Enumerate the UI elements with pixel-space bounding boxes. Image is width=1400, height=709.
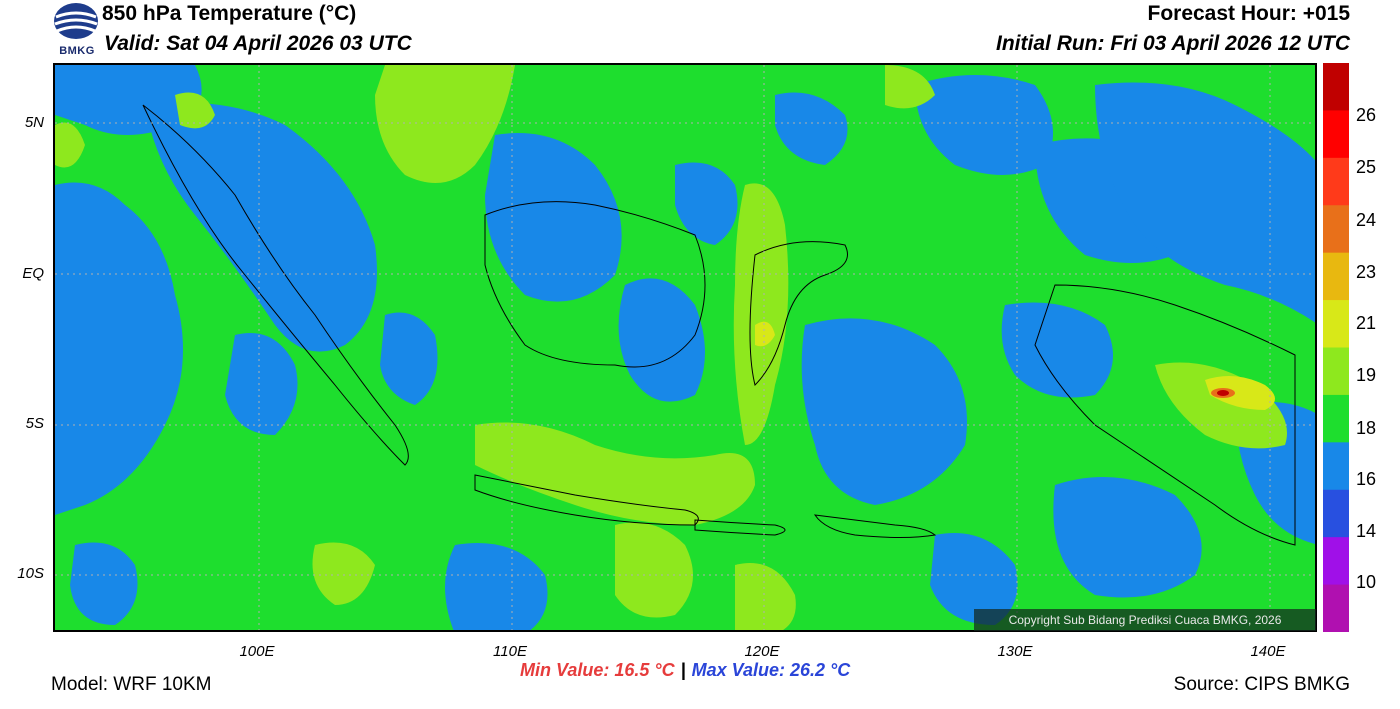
lon-label-100e: 100E [239, 643, 275, 660]
model-label: Model: WRF 10KM [51, 674, 212, 695]
colorbar-swatch [1323, 442, 1349, 491]
colorbar-label-16: 16 [1356, 469, 1377, 489]
colorbar-label-25: 25 [1356, 157, 1377, 177]
lat-label-10s: 10S [17, 565, 44, 582]
colorbar [1323, 63, 1349, 633]
forecast-hour: Forecast Hour: +015 [1147, 2, 1351, 25]
colorbar-swatch [1323, 252, 1349, 301]
max-value: Max Value: 26.2 °C [691, 660, 851, 680]
colorbar-swatch [1323, 489, 1349, 538]
graticule [55, 65, 1315, 630]
lon-label-110e: 110E [493, 643, 527, 660]
peak-patch [1211, 388, 1235, 398]
colorbar-label-19: 19 [1356, 365, 1377, 385]
colorbar-swatch [1323, 347, 1349, 396]
initial-run: Initial Run: Fri 03 April 2026 12 UTC [996, 32, 1350, 55]
colorbar-label-26: 26 [1356, 105, 1377, 125]
colorbar-label-24: 24 [1356, 210, 1377, 230]
colorbar-label-14: 14 [1356, 521, 1377, 541]
lon-label-130e: 130E [997, 643, 1033, 660]
colorbar-swatch [1323, 584, 1349, 633]
colorbar-swatch [1323, 394, 1349, 443]
lat-label-eq: EQ [22, 265, 44, 282]
map-title: 850 hPa Temperature (°C) [102, 2, 357, 25]
colorbar-label-18: 18 [1356, 418, 1377, 438]
lat-label-5n: 5N [24, 114, 44, 131]
source-label: Source: CIPS BMKG [1173, 674, 1350, 695]
colorbar-swatch [1323, 205, 1349, 254]
colorbar-label-10: 10 [1356, 572, 1377, 592]
coastlines [142, 104, 1296, 546]
cold-regions [55, 65, 1315, 630]
colorbar-label-23: 23 [1356, 262, 1377, 282]
value-separator: | [680, 660, 686, 680]
min-value: Min Value: 16.5 °C [520, 660, 675, 680]
copyright-notice: Copyright Sub Bidang Prediksi Cuaca BMKG… [974, 609, 1316, 631]
hot-patches [755, 321, 1275, 410]
colorbar-swatch [1323, 157, 1349, 206]
lon-label-140e: 140E [1250, 643, 1286, 660]
bmkg-logo [50, 1, 102, 61]
colorbar-swatch [1323, 63, 1349, 111]
temperature-field [55, 65, 1315, 630]
lon-label-120e: 120E [744, 643, 780, 660]
warm-regions [55, 65, 1287, 630]
colorbar-swatch [1323, 537, 1349, 586]
colorbar-swatches [1323, 63, 1349, 633]
colorbar-label-21: 21 [1356, 313, 1377, 333]
logo-text: BMKG [59, 45, 95, 57]
bmkg-logo-icon [54, 3, 98, 39]
valid-time: Valid: Sat 04 April 2026 03 UTC [104, 32, 412, 55]
min-max-values: Min Value: 16.5 °C | Max Value: 26.2 °C [520, 660, 850, 681]
temperature-map [53, 63, 1317, 632]
colorbar-swatch [1323, 300, 1349, 348]
lat-label-5s: 5S [25, 415, 44, 432]
colorbar-swatch [1323, 110, 1349, 159]
